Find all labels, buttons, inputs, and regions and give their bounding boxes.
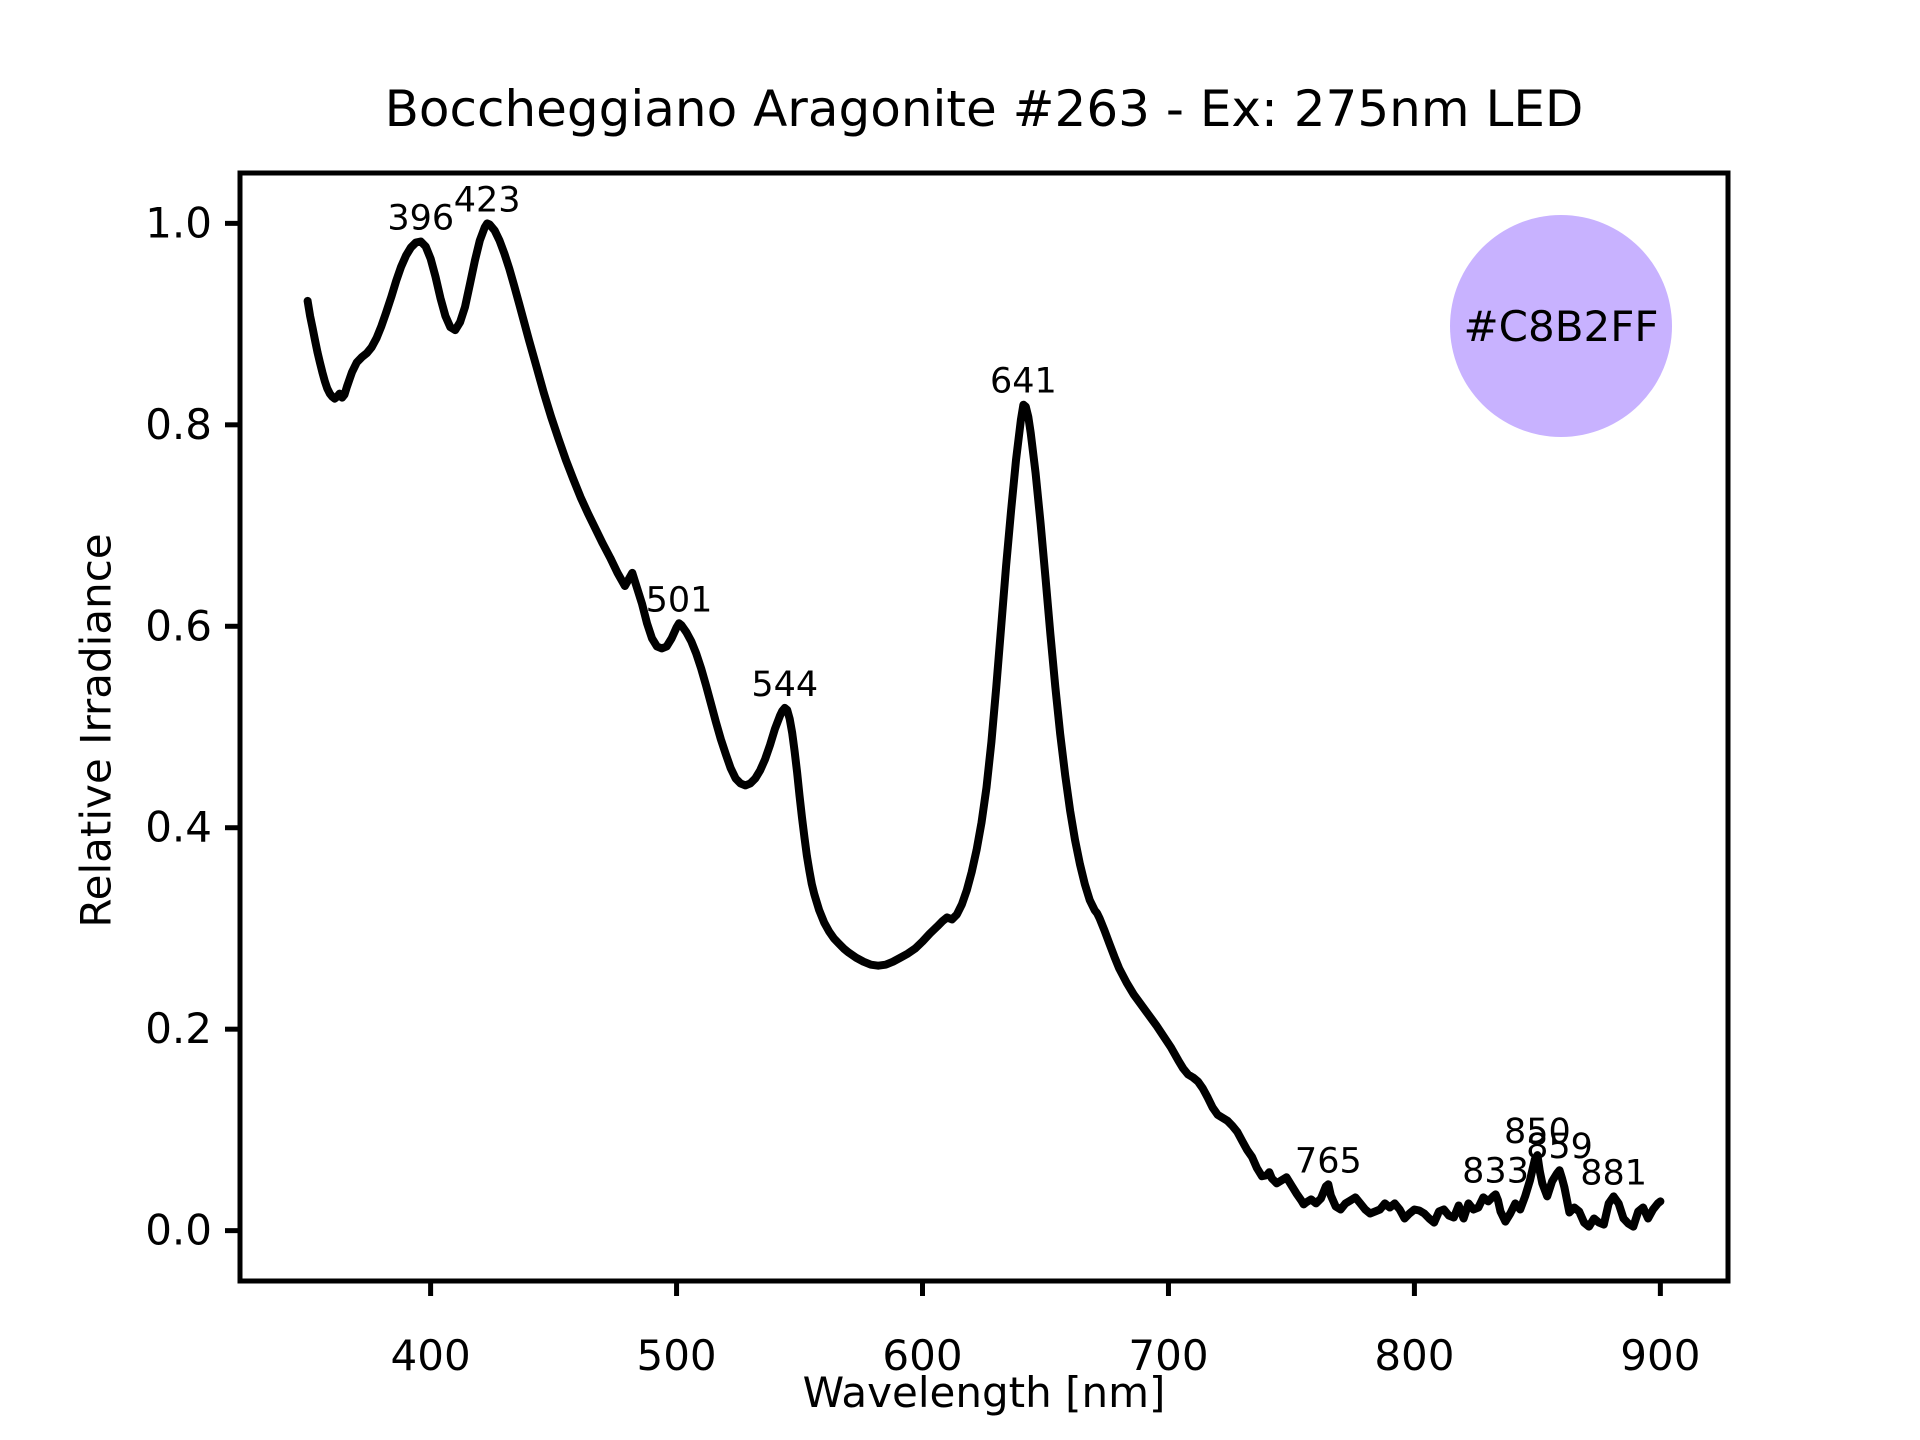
x-axis-label: Wavelength [nm] <box>802 1368 1166 1417</box>
peak-label-881: 881 <box>1580 1153 1647 1193</box>
peak-label-423: 423 <box>454 180 521 220</box>
peak-label-544: 544 <box>751 665 818 705</box>
peak-label-765: 765 <box>1295 1141 1362 1181</box>
swatch-label: #C8B2FF <box>1463 302 1658 351</box>
y-axis-ticks: 0.0 0.2 0.4 0.6 0.8 1.0 <box>145 198 240 1255</box>
peak-label-850: 850 <box>1504 1112 1571 1152</box>
peak-label-396: 396 <box>387 198 454 238</box>
swatch-circle <box>1450 215 1672 437</box>
x-tick-label: 800 <box>1374 1331 1454 1380</box>
peak-label-501: 501 <box>646 580 713 620</box>
peak-label-859: 859 <box>1526 1127 1593 1167</box>
x-tick-label: 700 <box>1128 1331 1208 1380</box>
y-tick-label: 0.6 <box>145 601 212 650</box>
y-tick-label: 0.4 <box>145 803 212 852</box>
plot-frame <box>237 170 1731 1284</box>
x-tick-label: 400 <box>391 1331 471 1380</box>
y-tick-label: 1.0 <box>145 198 212 247</box>
peak-label-833: 833 <box>1462 1151 1529 1191</box>
peak-label-641: 641 <box>990 362 1057 402</box>
y-tick-label: 0.2 <box>145 1004 212 1053</box>
color-swatch: #C8B2FF <box>1450 215 1672 437</box>
x-tick-label: 900 <box>1620 1331 1700 1380</box>
chart-title: Boccheggiano Aragonite #263 - Ex: 275nm … <box>384 80 1584 138</box>
y-tick-label: 0.0 <box>145 1206 212 1255</box>
y-axis-label: Relative Irradiance <box>71 533 121 928</box>
x-tick-label: 600 <box>882 1331 962 1380</box>
x-tick-label: 500 <box>636 1331 716 1380</box>
spectrum-curve <box>303 219 1665 1231</box>
x-axis-ticks: 400 500 600 700 800 900 <box>391 1281 1700 1380</box>
y-tick-label: 0.8 <box>145 400 212 449</box>
